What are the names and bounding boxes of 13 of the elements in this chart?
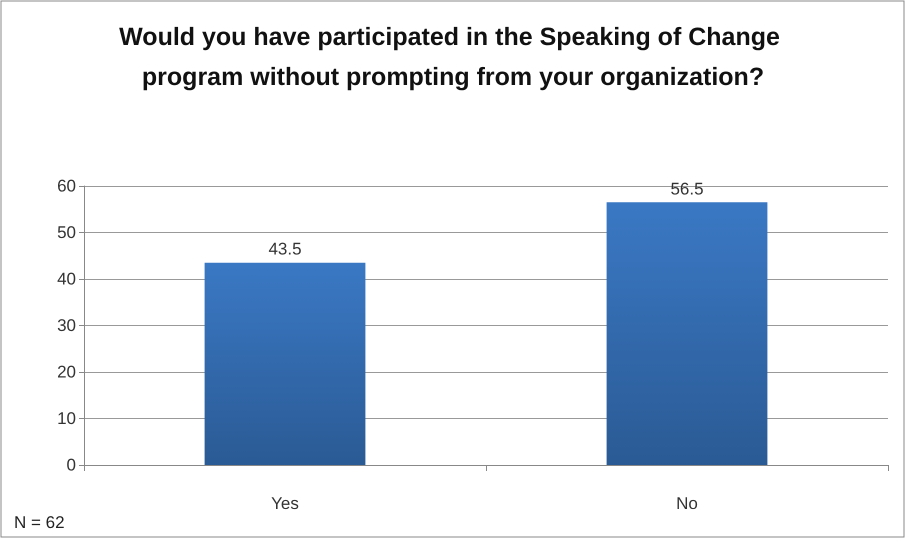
y-tick-label: 30: [57, 316, 76, 335]
chart-title: Would you have participated in the Speaking of Change program without prompting from your organization?: [119, 23, 787, 91]
y-tick-label: 0: [66, 456, 76, 474]
y-tick-label: 20: [57, 362, 76, 382]
y-tick-label: 40: [57, 270, 76, 288]
y-tick-label: 50: [57, 223, 76, 242]
x-tick-label: Yes: [271, 494, 299, 513]
data-label: 56.5: [670, 179, 704, 198]
data-label: 43.5: [268, 240, 302, 259]
y-tick-label: 10: [57, 409, 76, 428]
text: N = 62: [14, 513, 65, 532]
x-tick-label: No: [676, 494, 698, 513]
y-tick-label: 60: [57, 176, 76, 196]
